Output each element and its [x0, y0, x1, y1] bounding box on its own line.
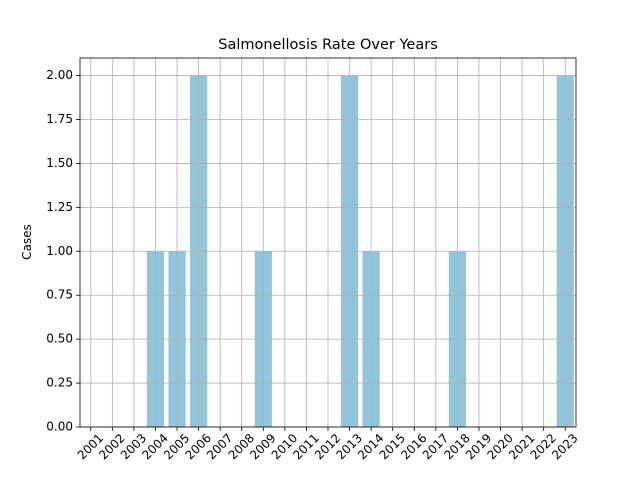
y-tick-label: 0.50 — [46, 332, 73, 346]
y-tick-label: 1.75 — [46, 112, 73, 126]
y-tick-label: 1.00 — [46, 244, 73, 258]
y-tick-label: 0.25 — [46, 376, 73, 390]
y-tick-label: 2.00 — [46, 68, 73, 82]
y-tick-label: 1.50 — [46, 156, 73, 170]
y-axis-label: Cases — [20, 224, 34, 260]
y-tick-label: 0.75 — [46, 288, 73, 302]
y-tick-label: 0.00 — [46, 420, 73, 434]
chart-title: Salmonellosis Rate Over Years — [218, 37, 438, 53]
y-tick-label: 1.25 — [46, 200, 73, 214]
plot-frame — [79, 57, 577, 428]
